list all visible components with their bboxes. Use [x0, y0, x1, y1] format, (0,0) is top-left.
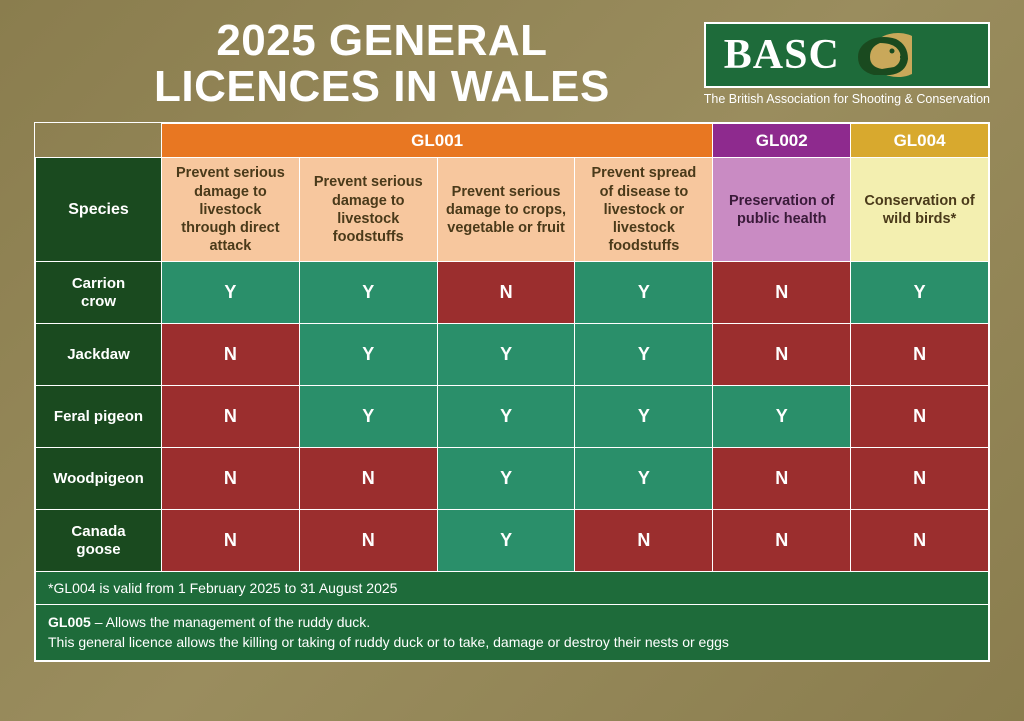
data-cell: N: [437, 262, 575, 324]
data-cell: N: [575, 510, 713, 572]
species-header: Species: [36, 158, 162, 262]
licence-code-row: GL001GL002GL004: [36, 124, 989, 158]
purpose-header: Preservation of public health: [713, 158, 851, 262]
data-cell: Y: [713, 386, 851, 448]
table-row: Feral pigeonNYYYYN: [36, 386, 989, 448]
data-cell: Y: [851, 262, 989, 324]
data-cell: N: [299, 448, 437, 510]
table-row: JackdawNYYYNN: [36, 324, 989, 386]
data-cell: N: [162, 510, 300, 572]
data-cell: N: [299, 510, 437, 572]
table-row: Carrion crowYYNYNY: [36, 262, 989, 324]
purpose-header: Prevent serious damage to livestock food…: [299, 158, 437, 262]
licence-header-gl001: GL001: [162, 124, 713, 158]
licence-table: GL001GL002GL004 Species Prevent serious …: [35, 123, 989, 661]
data-cell: Y: [437, 324, 575, 386]
page-title: 2025 GENERAL LICENCES IN WALES: [34, 18, 610, 110]
data-cell: N: [162, 448, 300, 510]
header: 2025 GENERAL LICENCES IN WALES BASC The …: [34, 18, 990, 110]
purpose-header: Conservation of wild birds*: [851, 158, 989, 262]
species-name: Canada goose: [36, 510, 162, 572]
footnote-gl004: *GL004 is valid from 1 February 2025 to …: [36, 572, 989, 605]
purpose-header: Prevent serious damage to crops, vegetab…: [437, 158, 575, 262]
corner-empty: [36, 124, 162, 158]
data-cell: N: [713, 448, 851, 510]
species-name: Jackdaw: [36, 324, 162, 386]
data-cell: Y: [162, 262, 300, 324]
licence-table-wrap: GL001GL002GL004 Species Prevent serious …: [34, 122, 990, 662]
logo: BASC The British Association for Shootin…: [704, 18, 990, 106]
data-cell: N: [851, 510, 989, 572]
licence-header-gl004: GL004: [851, 124, 989, 158]
dog-icon: [850, 31, 912, 79]
data-cell: Y: [575, 448, 713, 510]
data-cell: Y: [437, 386, 575, 448]
purpose-header: Prevent spread of disease to livestock o…: [575, 158, 713, 262]
licence-header-gl002: GL002: [713, 124, 851, 158]
logo-box: BASC: [704, 22, 990, 88]
logo-subtitle: The British Association for Shooting & C…: [704, 92, 990, 106]
data-cell: Y: [437, 448, 575, 510]
table-row: WoodpigeonNNYYNN: [36, 448, 989, 510]
data-cell: Y: [575, 262, 713, 324]
species-name: Feral pigeon: [36, 386, 162, 448]
data-cell: N: [851, 386, 989, 448]
table-row: Canada gooseNNYNNN: [36, 510, 989, 572]
footnote-gl005: GL005 – Allows the management of the rud…: [36, 605, 989, 661]
data-cell: N: [713, 262, 851, 324]
species-name: Woodpigeon: [36, 448, 162, 510]
footnote-text: – Allows the management of the ruddy duc…: [48, 614, 729, 650]
data-cell: N: [713, 324, 851, 386]
data-cell: Y: [575, 386, 713, 448]
purpose-row: Species Prevent serious damage to livest…: [36, 158, 989, 262]
data-cell: N: [713, 510, 851, 572]
data-cell: Y: [575, 324, 713, 386]
logo-text: BASC: [724, 31, 840, 79]
data-cell: N: [162, 386, 300, 448]
footnote-bold: GL005: [48, 614, 91, 630]
data-cell: Y: [299, 262, 437, 324]
species-name: Carrion crow: [36, 262, 162, 324]
data-cell: Y: [299, 324, 437, 386]
data-cell: N: [162, 324, 300, 386]
data-cell: Y: [299, 386, 437, 448]
data-cell: N: [851, 448, 989, 510]
data-cell: Y: [437, 510, 575, 572]
data-cell: N: [851, 324, 989, 386]
purpose-header: Prevent serious damage to livestock thro…: [162, 158, 300, 262]
